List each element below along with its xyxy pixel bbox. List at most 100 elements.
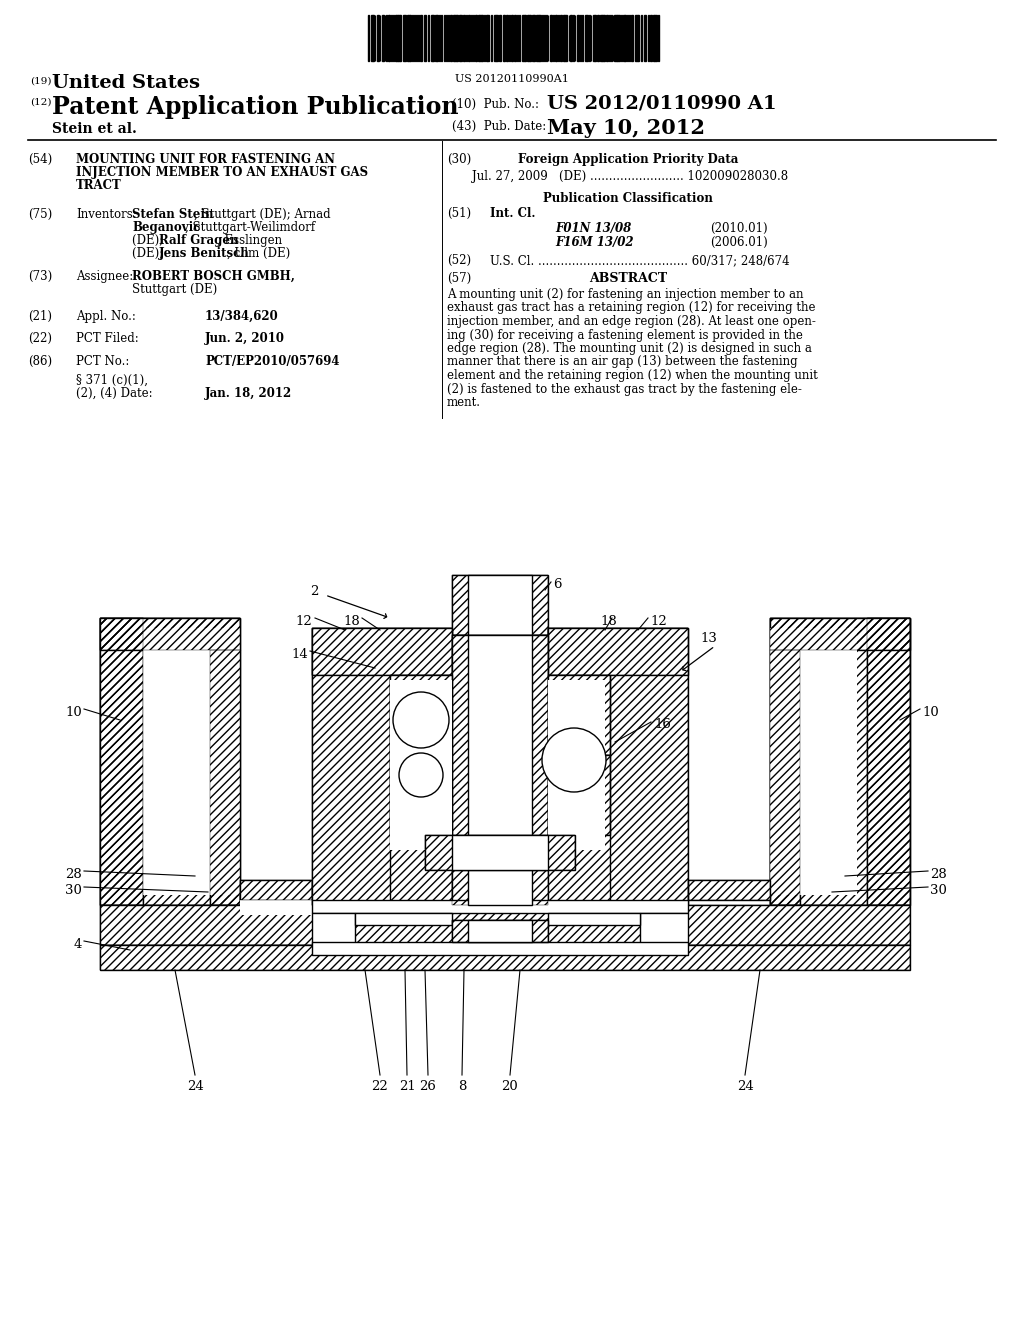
- Text: Jul. 27, 2009   (DE) ......................... 102009028030.8: Jul. 27, 2009 (DE) .....................…: [472, 170, 788, 183]
- Text: PCT Filed:: PCT Filed:: [76, 333, 138, 345]
- Bar: [540, 15, 541, 61]
- Text: (86): (86): [28, 355, 52, 368]
- Text: 18: 18: [343, 615, 360, 628]
- Bar: [424, 15, 426, 61]
- Bar: [435, 15, 436, 61]
- Text: (57): (57): [447, 272, 471, 285]
- Text: (2006.01): (2006.01): [710, 236, 768, 249]
- Bar: [654, 15, 656, 61]
- Bar: [312, 628, 452, 675]
- Bar: [522, 15, 524, 61]
- Text: Publication Classification: Publication Classification: [543, 191, 713, 205]
- Bar: [409, 15, 410, 61]
- Text: F16M 13/02: F16M 13/02: [555, 236, 634, 249]
- Bar: [629, 15, 630, 61]
- Bar: [452, 920, 548, 942]
- Bar: [617, 15, 620, 61]
- Bar: [210, 649, 240, 906]
- Bar: [546, 15, 547, 61]
- Text: 13/384,620: 13/384,620: [205, 310, 279, 323]
- Bar: [585, 15, 588, 61]
- Bar: [100, 906, 910, 945]
- Text: Stefan Stein: Stefan Stein: [132, 209, 213, 220]
- Text: ing (30) for receiving a fastening element is provided in the: ing (30) for receiving a fastening eleme…: [447, 329, 803, 342]
- Text: 30: 30: [66, 884, 82, 898]
- Bar: [770, 618, 910, 906]
- Text: , Ulm (DE): , Ulm (DE): [227, 247, 290, 260]
- Bar: [548, 675, 610, 755]
- Text: § 371 (c)(1),: § 371 (c)(1),: [76, 374, 148, 387]
- Text: (52): (52): [447, 253, 471, 267]
- Text: exhaust gas tract has a retaining region (12) for receiving the: exhaust gas tract has a retaining region…: [447, 301, 815, 314]
- Bar: [240, 880, 312, 900]
- Bar: [100, 618, 240, 649]
- Text: US 20120110990A1: US 20120110990A1: [455, 74, 569, 84]
- Bar: [600, 15, 602, 61]
- Text: MOUNTING UNIT FOR FASTENING AN: MOUNTING UNIT FOR FASTENING AN: [76, 153, 335, 166]
- Text: 22: 22: [372, 1080, 388, 1093]
- Bar: [312, 900, 688, 913]
- Text: (22): (22): [28, 333, 52, 345]
- Text: Stein et al.: Stein et al.: [52, 121, 137, 136]
- Bar: [390, 635, 610, 906]
- Text: (75): (75): [28, 209, 52, 220]
- Text: Appl. No.:: Appl. No.:: [76, 310, 136, 323]
- Bar: [468, 920, 532, 942]
- Bar: [553, 15, 554, 61]
- Bar: [396, 15, 397, 61]
- Text: 10: 10: [922, 706, 939, 719]
- Text: 21: 21: [398, 1080, 416, 1093]
- Text: 13: 13: [700, 632, 717, 645]
- Bar: [577, 15, 580, 61]
- Bar: [593, 15, 595, 61]
- Bar: [688, 880, 770, 900]
- Bar: [644, 15, 646, 61]
- Text: (2) is fastened to the exhaust gas tract by the fastening ele-: (2) is fastened to the exhaust gas tract…: [447, 383, 802, 396]
- Bar: [514, 15, 516, 61]
- Bar: [494, 15, 496, 61]
- Text: (21): (21): [28, 310, 52, 323]
- Text: ABSTRACT: ABSTRACT: [589, 272, 667, 285]
- Text: (43)  Pub. Date:: (43) Pub. Date:: [452, 120, 546, 133]
- Bar: [582, 15, 584, 61]
- Text: 6: 6: [553, 578, 561, 591]
- Circle shape: [393, 692, 449, 748]
- Bar: [770, 628, 857, 895]
- Bar: [548, 913, 640, 925]
- Bar: [468, 635, 532, 906]
- Bar: [452, 635, 548, 906]
- Circle shape: [399, 752, 443, 797]
- Text: (73): (73): [28, 271, 52, 282]
- Text: ROBERT BOSCH GMBH,: ROBERT BOSCH GMBH,: [132, 271, 295, 282]
- Bar: [770, 649, 800, 906]
- Bar: [606, 15, 607, 61]
- Text: Assignee:: Assignee:: [76, 271, 133, 282]
- Text: element and the retaining region (12) when the mounting unit: element and the retaining region (12) wh…: [447, 370, 818, 381]
- Bar: [312, 913, 355, 945]
- Bar: [468, 15, 470, 61]
- Bar: [500, 15, 501, 61]
- Text: 14: 14: [291, 648, 308, 661]
- Bar: [650, 15, 652, 61]
- Bar: [447, 15, 450, 61]
- Bar: [390, 675, 452, 755]
- Bar: [770, 649, 800, 906]
- Text: (DE);: (DE);: [132, 234, 167, 247]
- Bar: [609, 15, 610, 61]
- Bar: [496, 15, 499, 61]
- Bar: [398, 15, 399, 61]
- Text: Ralf Gragen: Ralf Gragen: [159, 234, 239, 247]
- Bar: [560, 15, 562, 61]
- Text: US 2012/0110990 A1: US 2012/0110990 A1: [547, 95, 776, 114]
- Text: (10)  Pub. No.:: (10) Pub. No.:: [452, 98, 539, 111]
- Text: (12): (12): [30, 98, 51, 107]
- Bar: [657, 15, 659, 61]
- Bar: [558, 15, 559, 61]
- Bar: [770, 618, 910, 906]
- Bar: [531, 15, 534, 61]
- Bar: [452, 635, 548, 906]
- Bar: [402, 15, 406, 61]
- Text: 12: 12: [295, 615, 312, 628]
- Bar: [355, 913, 452, 925]
- Bar: [312, 942, 688, 954]
